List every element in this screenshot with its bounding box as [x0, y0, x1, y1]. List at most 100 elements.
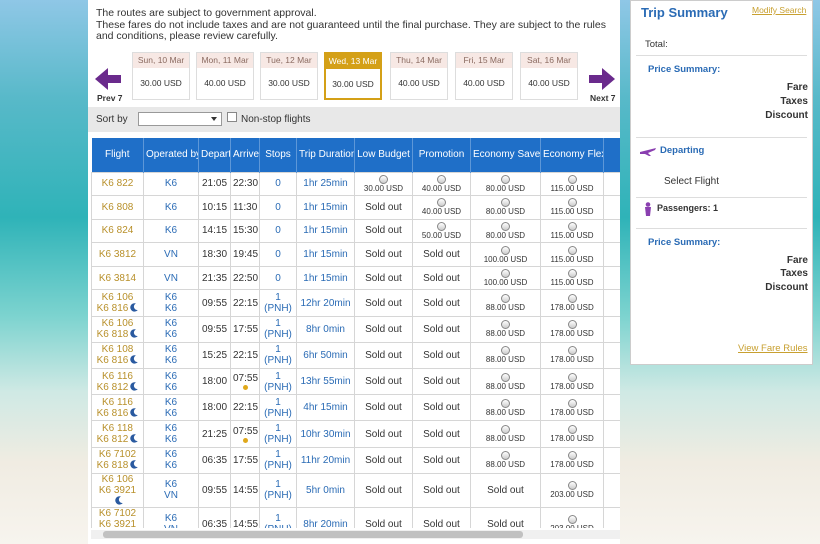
date-tab[interactable]: Mon, 11 Mar 40.00 USD: [196, 52, 254, 100]
scroll-thumb[interactable]: [103, 531, 523, 538]
duration: 12hr 20min: [296, 289, 355, 317]
fare-radio[interactable]: [567, 221, 577, 231]
premium-cell: [603, 315, 620, 343]
fare-radio[interactable]: [501, 245, 510, 255]
date-tab[interactable]: Fri, 15 Mar 40.00 USD: [455, 52, 513, 100]
operator-cell: VN: [143, 265, 199, 291]
fare-cell: Sold out: [354, 368, 413, 396]
date-tab[interactable]: Tue, 12 Mar 30.00 USD: [260, 52, 318, 100]
fare-radio[interactable]: [437, 174, 446, 184]
sold-out: Sold out: [365, 518, 402, 528]
fare-radio[interactable]: [567, 245, 577, 255]
fare-radio[interactable]: [567, 346, 577, 356]
flight-cell: K6 7102 K6 3921: [91, 506, 144, 528]
fare-cell: Sold out: [412, 265, 471, 291]
fare-cell: 178.00 USD: [540, 394, 604, 422]
fare-cell: 88.00 USD: [470, 446, 541, 474]
fare-price: 115.00 USD: [550, 207, 594, 217]
overnight-icon: [114, 495, 123, 505]
fare-price: 30.00 USD: [363, 183, 404, 193]
fare-radio[interactable]: [567, 481, 577, 491]
operator: VN: [146, 524, 196, 528]
flight-cell: K6 108 K6 816: [91, 341, 144, 370]
fare-radio[interactable]: [437, 198, 446, 208]
fare-radio[interactable]: [501, 221, 510, 231]
operator: K6: [164, 479, 178, 491]
fare-cell: 115.00 USD: [540, 171, 604, 197]
fare-price: 88.00 USD: [485, 381, 526, 391]
fare-radio[interactable]: [567, 425, 577, 434]
date-price: 40.00 USD: [398, 78, 440, 88]
next-day-icon: [242, 437, 248, 443]
fare-price: 80.00 USD: [485, 230, 526, 240]
arrive-cell: 22:15: [230, 289, 260, 317]
stops: 0: [259, 242, 297, 267]
fare-radio[interactable]: [567, 294, 577, 304]
fare-radio[interactable]: [567, 320, 577, 330]
arrive-cell: 17:55: [230, 315, 260, 343]
fare-radio[interactable]: [501, 269, 510, 279]
fare-rules-link[interactable]: View Fare Rules: [738, 343, 808, 354]
date-tab[interactable]: Sat, 16 Mar 40.00 USD: [520, 52, 578, 100]
operator: K6: [164, 225, 178, 237]
overnight-icon: [130, 355, 139, 365]
date-tab[interactable]: Sun, 10 Mar 30.00 USD: [132, 52, 190, 100]
fare-cell: Sold out: [412, 242, 471, 267]
flight-number: K6 116: [94, 371, 141, 382]
operator-cell: VN: [143, 242, 199, 267]
date-price: 40.00 USD: [463, 78, 505, 88]
operator-cell: K6 K6: [143, 289, 199, 317]
fare-price: 80.00 USD: [485, 207, 526, 217]
flight-code: K6 106: [101, 318, 134, 330]
flight-number: K6 808: [94, 202, 141, 213]
arrive: 19:45: [233, 249, 259, 261]
flight-code: K6 808: [101, 201, 134, 213]
fare-cell: Sold out: [354, 195, 413, 220]
fare-radio[interactable]: [567, 372, 577, 382]
fare-cell: 30.00 USD: [354, 171, 413, 197]
fare-cell: 178.00 USD: [540, 368, 604, 396]
sort-select[interactable]: [138, 112, 222, 126]
fare-radio[interactable]: [567, 398, 577, 408]
flight-code: K6 3921: [98, 518, 137, 528]
operator: K6: [164, 396, 178, 408]
sold-out: Sold out: [365, 201, 402, 213]
fare-radio[interactable]: [567, 451, 577, 461]
fare-radio[interactable]: [567, 269, 577, 279]
premium-cell: [603, 289, 620, 317]
flight-row: K6 116 K6 812 K6 K6 18:00 07:55 1 (PNH) 13hr 55…: [91, 368, 620, 396]
fare-price: 88.00 USD: [485, 329, 526, 339]
operator: VN: [164, 249, 178, 261]
premium-cell: [603, 420, 620, 448]
price-item: Taxes: [780, 96, 808, 107]
operator-cell: K6 K6: [143, 394, 199, 422]
fare-radio[interactable]: [437, 221, 446, 231]
fare-radio[interactable]: [501, 294, 510, 304]
fare-cell: 40.00 USD: [412, 195, 471, 220]
fare-radio[interactable]: [501, 372, 510, 382]
fare-radio[interactable]: [379, 174, 388, 184]
flight-row: K6 822 K6 21:05 22:30 0 1hr 25min 30.00 USD 40.…: [91, 171, 620, 197]
fare-radio[interactable]: [501, 425, 510, 434]
flight-code: K6 816: [96, 303, 129, 315]
sold-out: Sold out: [423, 376, 460, 388]
h-scrollbar[interactable]: [91, 530, 620, 539]
fare-radio[interactable]: [567, 174, 577, 184]
fare-radio[interactable]: [567, 515, 577, 525]
fare-price: 178.00 USD: [550, 434, 594, 443]
depart: 18:00: [198, 394, 231, 422]
fare-radio[interactable]: [501, 174, 510, 184]
fare-radio[interactable]: [501, 346, 510, 356]
fare-radio[interactable]: [501, 198, 510, 208]
fare-radio[interactable]: [501, 451, 510, 461]
nonstop-checkbox[interactable]: [227, 112, 237, 122]
date-tab[interactable]: Wed, 13 Mar 30.00 USD: [324, 52, 382, 100]
fare-radio[interactable]: [567, 198, 577, 208]
fare-radio[interactable]: [501, 398, 510, 408]
modify-link[interactable]: Modify Search: [752, 5, 807, 15]
fare-cell: 40.00 USD: [412, 171, 471, 197]
date-tab[interactable]: Thu, 14 Mar 40.00 USD: [390, 52, 448, 100]
date-price: 40.00 USD: [204, 78, 246, 88]
fare-price: 100.00 USD: [483, 278, 528, 288]
fare-radio[interactable]: [501, 320, 510, 330]
